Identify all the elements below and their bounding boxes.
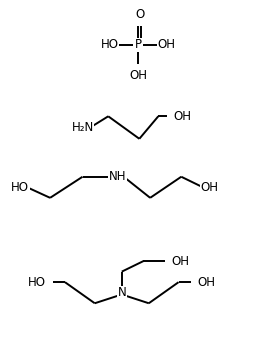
Text: HO: HO (11, 181, 29, 194)
Text: HO: HO (28, 276, 46, 289)
Text: P: P (134, 39, 142, 51)
Text: O: O (135, 8, 144, 21)
Text: OH: OH (173, 110, 191, 123)
Text: HO: HO (101, 39, 119, 51)
Text: OH: OH (172, 255, 190, 268)
Text: H₂N: H₂N (71, 121, 94, 134)
Text: OH: OH (129, 69, 147, 82)
Text: OH: OH (201, 181, 219, 194)
Text: OH: OH (198, 276, 216, 289)
Text: NH: NH (109, 170, 126, 183)
Text: N: N (117, 286, 126, 299)
Text: OH: OH (157, 39, 175, 51)
